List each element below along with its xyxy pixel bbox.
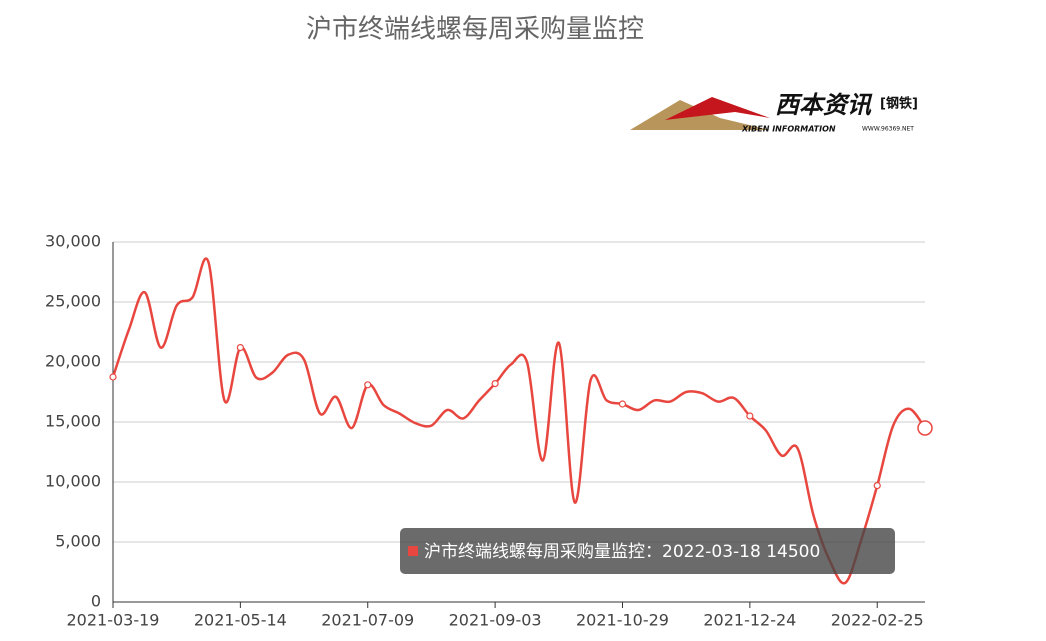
point [109,373,117,381]
tooltip-text: 沪市终端线螺每周采购量监控：2022-03-18 14500 [424,542,820,562]
point [236,344,244,352]
logo-url: WWW.96369.NET [862,126,914,133]
x-tick-label: 2021-05-14 [194,611,287,630]
x-tick-label: 2022-02-25 [831,611,924,630]
point [491,380,499,388]
y-tick-label: 25,000 [45,292,101,311]
y-tick-label: 5,000 [55,532,101,551]
point [917,420,933,436]
logo: 西本资讯 [钢铁] XIBEN INFORMATION WWW.96369.NE… [630,91,918,134]
y-tick-label: 0 [91,592,101,611]
x-tick-label: 2021-03-19 [67,611,160,630]
x-tick-label: 2021-09-03 [449,611,542,630]
point [873,482,881,490]
y-tick-label: 20,000 [45,352,101,371]
logo-name: 西本资讯 [775,91,873,119]
logo-shape [665,97,770,120]
point [618,400,627,408]
chart-title: 沪市终端线螺每周采购量监控 [306,15,644,45]
x-tick-label: 2021-10-29 [576,611,669,630]
point [746,412,754,420]
tooltip-box [400,528,895,574]
y-tick-label: 15,000 [45,412,101,431]
tooltip: 沪市终端线螺每周采购量监控：2022-03-18 14500 [400,528,895,574]
x-tick-label: 2021-07-09 [321,611,414,630]
x-tick-label: 2021-12-24 [703,611,796,630]
point [364,381,372,389]
logo-subtitle: XIBEN INFORMATION [741,125,836,134]
y-tick-label: 30,000 [45,232,101,251]
logo-tag: [钢铁] [880,96,918,112]
y-tick-label: 10,000 [45,472,101,491]
tooltip-swatch [408,546,418,556]
